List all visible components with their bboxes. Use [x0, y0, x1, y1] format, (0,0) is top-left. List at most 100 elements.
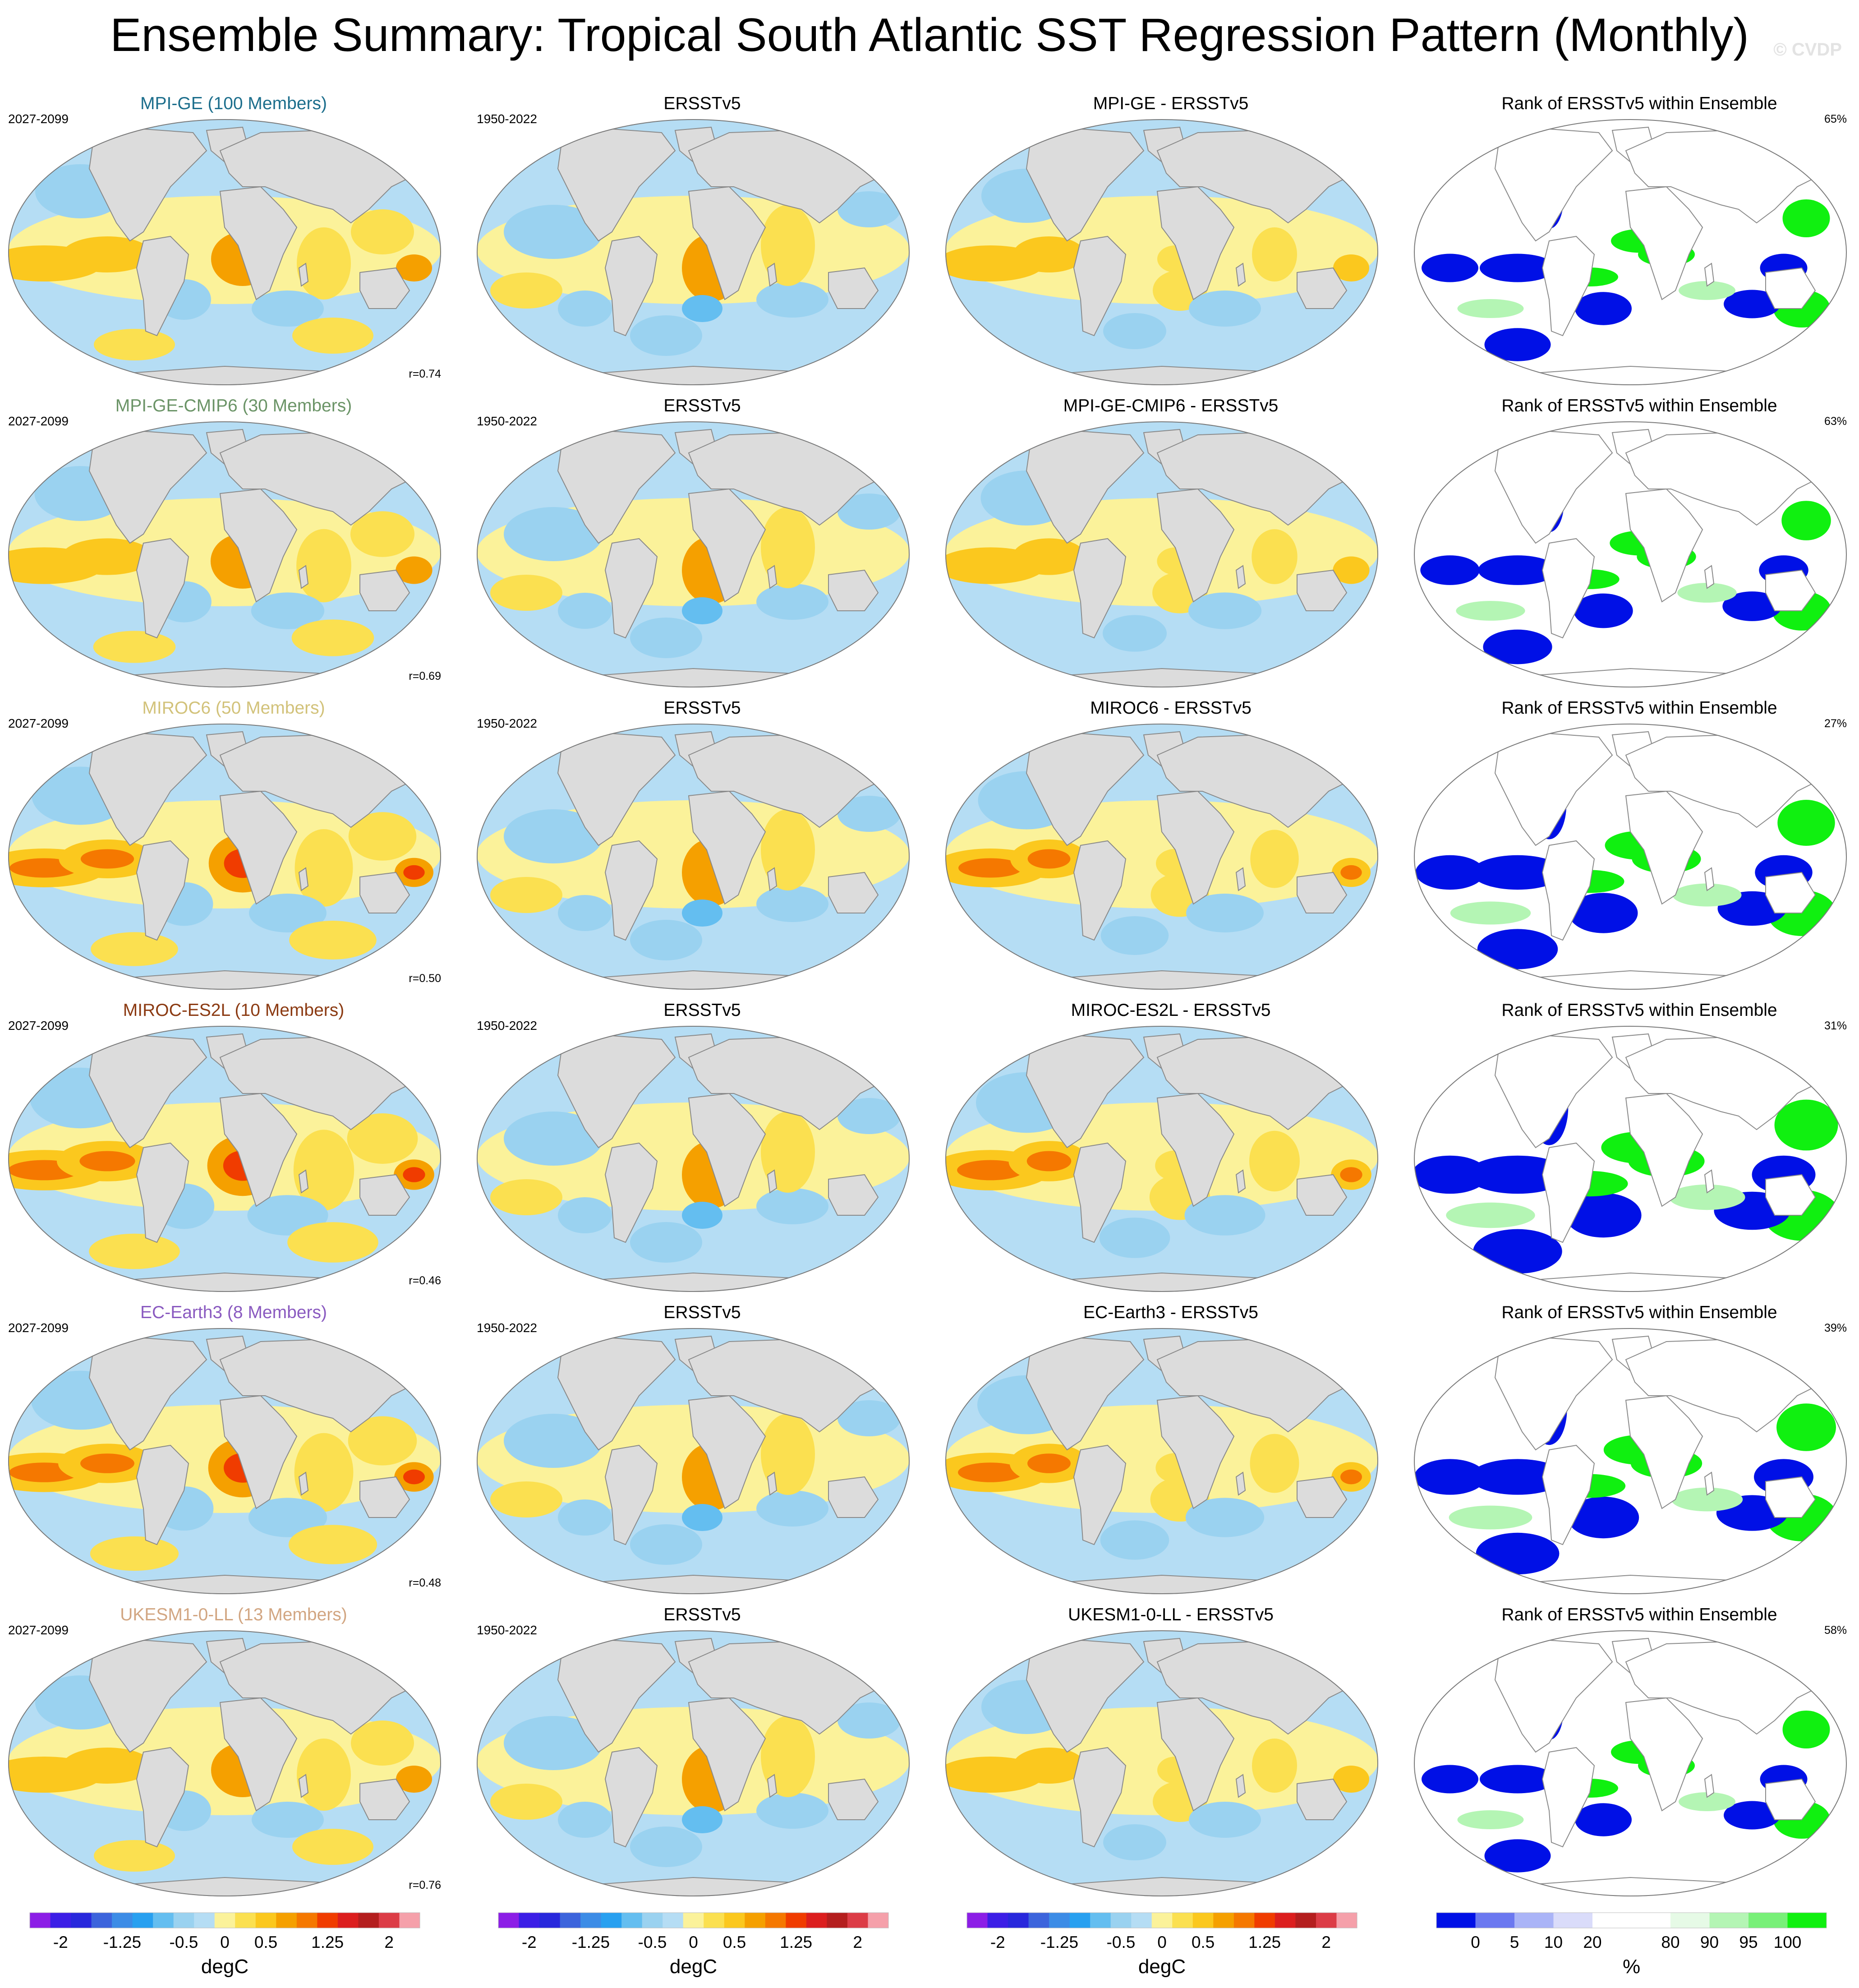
panel-title: MIROC6 - ERSSTv5: [1090, 698, 1252, 718]
panel-title: MPI-GE-CMIP6 - ERSSTv5: [1063, 396, 1279, 415]
land-madagascar: [767, 1774, 778, 1798]
panel-title: MPI-GE - ERSSTv5: [1093, 94, 1249, 113]
rank-percent: 39%: [1824, 1322, 1847, 1334]
anomaly-contour: [1103, 313, 1166, 349]
colorbar-swatch: [91, 1913, 112, 1928]
anomaly-contour: [94, 1840, 175, 1872]
rank-patch: [1414, 1459, 1486, 1495]
land-africa: [688, 790, 766, 905]
rank-patch: [1457, 299, 1524, 318]
land-southAmerica: [604, 1142, 658, 1243]
colorbar-swatch: [1049, 1913, 1070, 1928]
anomaly-contour: [351, 1720, 414, 1766]
land-africa: [1625, 488, 1703, 603]
colorbar-swatch: [1131, 1913, 1152, 1928]
rank-patch: [1422, 254, 1478, 282]
panel-model: MPI-GE-CMIP6 (30 Members) 2027-2099 r=0.69: [0, 395, 451, 693]
map-border: [8, 421, 441, 687]
land-northAmerica: [88, 1337, 207, 1451]
panel-title: UKESM1-0-LL - ERSSTv5: [1068, 1605, 1274, 1624]
colorbar-diff: -2 -1.25 -0.5 0 0.5 1.25 2 degC: [966, 1912, 1357, 1985]
land-northAmerica: [88, 430, 207, 544]
cvdp-watermark: © CVDP: [1773, 40, 1842, 60]
colorbar-swatch: [601, 1913, 622, 1928]
rank-patch: [1724, 290, 1781, 318]
land-australia: [828, 1778, 879, 1820]
land-madagascar: [1235, 1774, 1246, 1798]
colorbar-swatch: [519, 1913, 540, 1928]
colorbar-swatch: [1514, 1913, 1554, 1928]
anomaly-contour: [558, 291, 612, 327]
land-southAmerica: [604, 538, 658, 639]
land-australia: [828, 872, 879, 913]
anomaly-contour: [837, 1400, 901, 1436]
land-southAmerica: [1541, 840, 1595, 941]
land-northAmerica: [1494, 1337, 1613, 1451]
anomaly-contour: [490, 1179, 562, 1215]
anomaly-contour: [294, 1433, 354, 1512]
sst-map: [8, 724, 441, 990]
land-africa: [1156, 1697, 1235, 1812]
rank-patch: [1478, 555, 1557, 585]
colorbar-swatches: [1436, 1912, 1827, 1928]
colorbar-swatch: [1090, 1913, 1111, 1928]
anomaly-core: [80, 1453, 134, 1473]
anomaly-contour: [252, 291, 324, 327]
rank-patch: [1669, 1184, 1745, 1210]
page-title: Ensemble Summary: Tropical South Atlanti…: [110, 9, 1749, 61]
land-africa: [1625, 1395, 1703, 1509]
rank-patch: [1782, 1711, 1830, 1748]
rank-map: [1414, 421, 1847, 687]
colorbar-swatch: [153, 1913, 174, 1928]
rank-percent: 27%: [1824, 717, 1847, 730]
land-madagascar: [767, 1471, 778, 1496]
colorbar-tick-label: -0.5: [638, 1933, 667, 1951]
colorbar-swatch: [71, 1913, 92, 1928]
rank-patch: [1467, 1155, 1569, 1194]
panel-rank: Rank of ERSSTv5 within Ensemble 63%: [1406, 395, 1857, 693]
land-africa: [1156, 790, 1235, 905]
colorbar-tick-label: -1.25: [571, 1933, 610, 1951]
sst-map: [945, 119, 1378, 385]
anomaly-contour: [504, 1716, 603, 1770]
rank-patch: [1422, 1765, 1478, 1794]
sst-map: [8, 119, 441, 385]
rank-patch: [1575, 292, 1632, 325]
anomaly-contour: [1250, 830, 1299, 888]
rank-patch: [1567, 1496, 1639, 1539]
land-northAmerica: [557, 1639, 676, 1753]
rank-patch: [1781, 501, 1831, 540]
anomaly-contour: [1012, 538, 1086, 575]
anomaly-contour: [756, 886, 828, 922]
colorbar-swatch: [378, 1913, 400, 1928]
map-border: [477, 724, 910, 990]
map-border: [1414, 1328, 1847, 1594]
land-africa: [1156, 488, 1235, 603]
rank-patch: [1484, 1839, 1551, 1873]
rank-patch: [1457, 1810, 1524, 1829]
land-africa: [688, 1697, 766, 1812]
panel-rank: Rank of ERSSTv5 within Ensemble 58%: [1406, 1604, 1857, 1902]
land-madagascar: [298, 1169, 309, 1194]
anomaly-core: [1340, 865, 1362, 880]
colorbar-swatch: [1709, 1913, 1749, 1928]
land-northAmerica: [557, 1035, 676, 1149]
anomaly-contour: [1333, 1766, 1369, 1793]
land-africa: [1156, 186, 1235, 300]
anomaly-contour: [504, 1112, 603, 1166]
map-border: [945, 724, 1378, 990]
rank-percent: 31%: [1824, 1019, 1847, 1032]
colorbar-swatch: [112, 1913, 133, 1928]
period-label: 1950-2022: [477, 1321, 537, 1335]
map-border: [8, 119, 441, 385]
anomaly-contour: [1333, 556, 1370, 584]
anomaly-contour: [682, 1202, 722, 1229]
map-border: [945, 1328, 1378, 1594]
panel-title: ERSSTv5: [663, 396, 741, 415]
anomaly-contour: [396, 1766, 432, 1793]
sst-map: [477, 1630, 910, 1896]
panel-diff: UKESM1-0-LL - ERSSTv5: [937, 1604, 1388, 1902]
land-africa: [219, 186, 298, 300]
map-border: [8, 1328, 441, 1594]
rank-map: [1414, 724, 1847, 990]
